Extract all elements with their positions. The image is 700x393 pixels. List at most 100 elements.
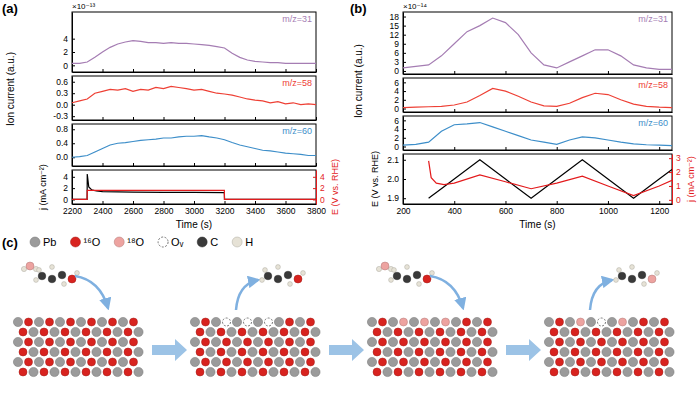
atom (379, 358, 387, 366)
atom (88, 338, 96, 346)
legend-label: ¹⁸O (127, 236, 144, 248)
atom (581, 347, 590, 356)
y-axis-title: Ion current (a.u.) (5, 52, 16, 126)
atom (88, 318, 96, 326)
series-line (72, 174, 316, 200)
atom (130, 338, 138, 346)
atom (109, 358, 117, 366)
x-axis-tick-mark (225, 69, 226, 72)
x-axis-tick-label: 1200 (650, 206, 669, 216)
atom (190, 317, 199, 326)
y-axis-tick-label: 2 (394, 95, 399, 105)
atom (290, 327, 299, 336)
atom (400, 338, 408, 346)
atom (451, 357, 460, 366)
atom (577, 358, 585, 366)
flow-arrow (430, 276, 463, 308)
atom (381, 262, 389, 270)
atom (544, 317, 553, 326)
atom (274, 317, 283, 326)
y-axis-tick-mark (403, 109, 406, 110)
atom (190, 337, 199, 346)
y2-axis-title: E (V vs. RHE) (330, 159, 340, 215)
atom (544, 337, 553, 346)
y-axis-tick-mark (72, 188, 75, 189)
y-axis-tick: 0.6 (56, 77, 75, 87)
y2-axis-tick-mark (669, 172, 672, 173)
x-axis-tick-mark (454, 201, 455, 204)
atom (206, 347, 215, 356)
atom (373, 368, 381, 376)
y2-axis-tick-label: 2 (676, 167, 681, 177)
x-axis-tick (608, 71, 609, 74)
x-axis-tick (133, 163, 134, 166)
atom (404, 347, 413, 356)
legend-label: Oᵥ (171, 236, 184, 248)
x-axis-tick (286, 69, 287, 72)
atom (259, 328, 267, 336)
x-axis-tick-label: 2800 (155, 206, 174, 216)
x-axis-tick: 3400 (246, 201, 265, 216)
x-axis-tick-label: 2200 (63, 206, 82, 216)
x-axis-line (404, 150, 673, 151)
atom (295, 357, 304, 366)
atom (113, 327, 122, 336)
atom (592, 368, 600, 376)
atom (62, 282, 67, 287)
atom (623, 367, 632, 376)
y-axis-tick: 2 (63, 183, 75, 193)
atom (623, 327, 632, 336)
molecule (21, 262, 38, 272)
x-axis-tick: 400 (448, 201, 462, 216)
atom (602, 367, 611, 376)
x-axis-tick-label: 3000 (185, 206, 204, 216)
plot-frame (72, 76, 316, 120)
atom (446, 367, 455, 376)
atom (232, 237, 242, 247)
atom (211, 317, 220, 326)
atom (40, 368, 48, 376)
step-arrow (506, 339, 541, 361)
atom (301, 271, 306, 276)
y-axis-tick: 4 (63, 172, 75, 182)
x-axis-tick-mark (255, 201, 256, 204)
plot-area (72, 41, 316, 64)
x-axis-tick (286, 163, 287, 166)
y-axis-tick-label: 0 (394, 104, 399, 114)
x-axis (404, 109, 673, 113)
x-axis-tick-mark (454, 147, 455, 150)
atom (392, 268, 397, 273)
atom (472, 337, 481, 346)
atom (446, 347, 455, 356)
y-axis-tick-mark (72, 39, 75, 40)
atom (280, 348, 288, 356)
atom (280, 368, 288, 376)
x-axis-tick-mark (659, 71, 660, 74)
x-axis-tick-label: 600 (499, 206, 513, 216)
series-line (403, 123, 672, 146)
atom (665, 327, 674, 336)
y-axis-tick-label: 9 (394, 39, 399, 49)
y-axis-tick: -0.3 (53, 111, 75, 121)
atom (550, 328, 558, 336)
atom (484, 338, 492, 346)
x-axis: 220024002600280030003200340036003800 (63, 201, 326, 216)
y-axis-tick-label: 2.1 (387, 155, 399, 165)
atom (118, 337, 127, 346)
plot-frame (403, 154, 672, 204)
atom (556, 318, 564, 326)
x-axis-tick (316, 163, 317, 166)
x-axis-tick-mark (557, 201, 558, 204)
y-axis-tick-label: 0.0 (56, 100, 68, 110)
x-axis-tick-mark (505, 109, 506, 112)
y-axis-tick-label: 15 (390, 21, 400, 31)
atom (217, 348, 225, 356)
atom (640, 338, 648, 346)
x-axis-tick: 3600 (277, 201, 296, 216)
series-line (72, 136, 316, 158)
atom (642, 282, 647, 287)
atom (238, 328, 246, 336)
x-axis-tick-mark (316, 69, 317, 72)
x-axis-tick (133, 69, 134, 72)
y-axis-tick-label: 6 (394, 78, 399, 88)
